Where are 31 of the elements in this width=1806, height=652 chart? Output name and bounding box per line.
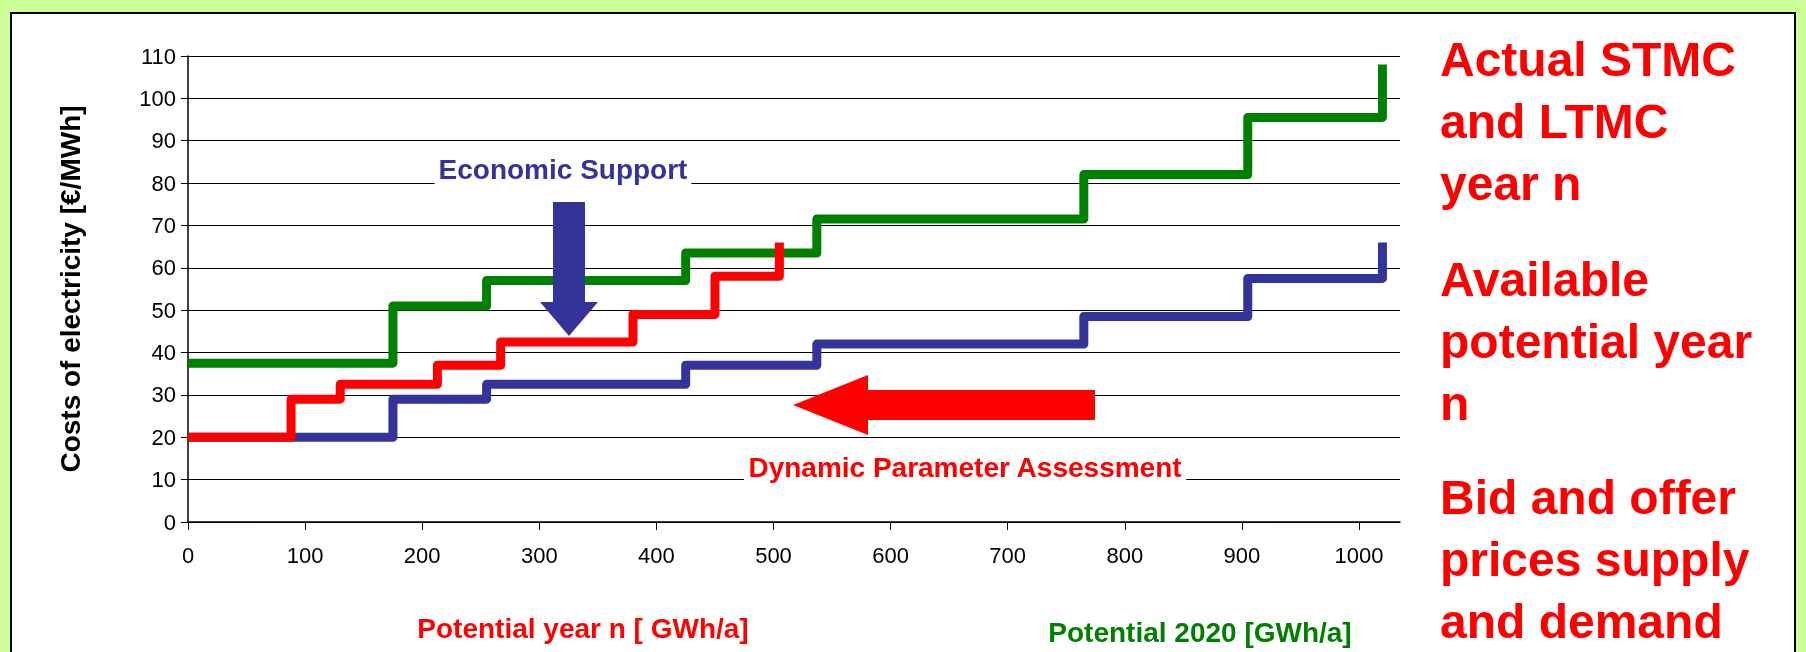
x-tick-label: 200 — [403, 542, 441, 568]
x-tick-label: 1000 — [1334, 542, 1384, 568]
annotation: Economic Support — [438, 153, 688, 185]
x-tick-label: 600 — [872, 542, 909, 568]
x-tick-label: 800 — [1106, 542, 1144, 568]
text: Potential 2020 [GWh/a] — [1048, 616, 1352, 648]
y-tick-label: 60 — [151, 255, 176, 281]
text: Bid and offer prices supply and demand — [1440, 470, 1763, 648]
x-axis-title: Potential year n [ GWh/a] — [417, 612, 749, 644]
text: Actual STMC and LTMC year n — [1440, 32, 1750, 210]
y-tick-label: 0 — [163, 509, 176, 535]
y-tick-label: 10 — [151, 467, 176, 493]
text: Available potential year n — [1440, 252, 1766, 430]
y-axis-title: Costs of electricity [€/MWh] — [54, 105, 86, 473]
annotation: Dynamic Parameter Assessment — [748, 451, 1182, 483]
y-tick-label: 110 — [140, 43, 176, 69]
x-tick-label: 300 — [520, 542, 558, 568]
x-tick-label: 400 — [638, 542, 675, 568]
x-tick-label: 100 — [286, 542, 324, 568]
y-tick-label: 30 — [151, 382, 176, 408]
y-tick-label: 50 — [151, 297, 176, 323]
y-tick-label: 20 — [151, 424, 176, 450]
y-tick-label: 100 — [139, 85, 176, 111]
x-tick-label: 900 — [1223, 542, 1261, 568]
y-tick-label: 90 — [151, 128, 176, 154]
y-tick-label: 80 — [151, 170, 176, 196]
x-tick-label: 0 — [181, 542, 195, 568]
y-tick-label: 70 — [151, 212, 176, 238]
y-tick-label: 40 — [151, 340, 176, 366]
x-tick-label: 500 — [755, 542, 792, 568]
x-tick-label: 700 — [989, 542, 1027, 568]
